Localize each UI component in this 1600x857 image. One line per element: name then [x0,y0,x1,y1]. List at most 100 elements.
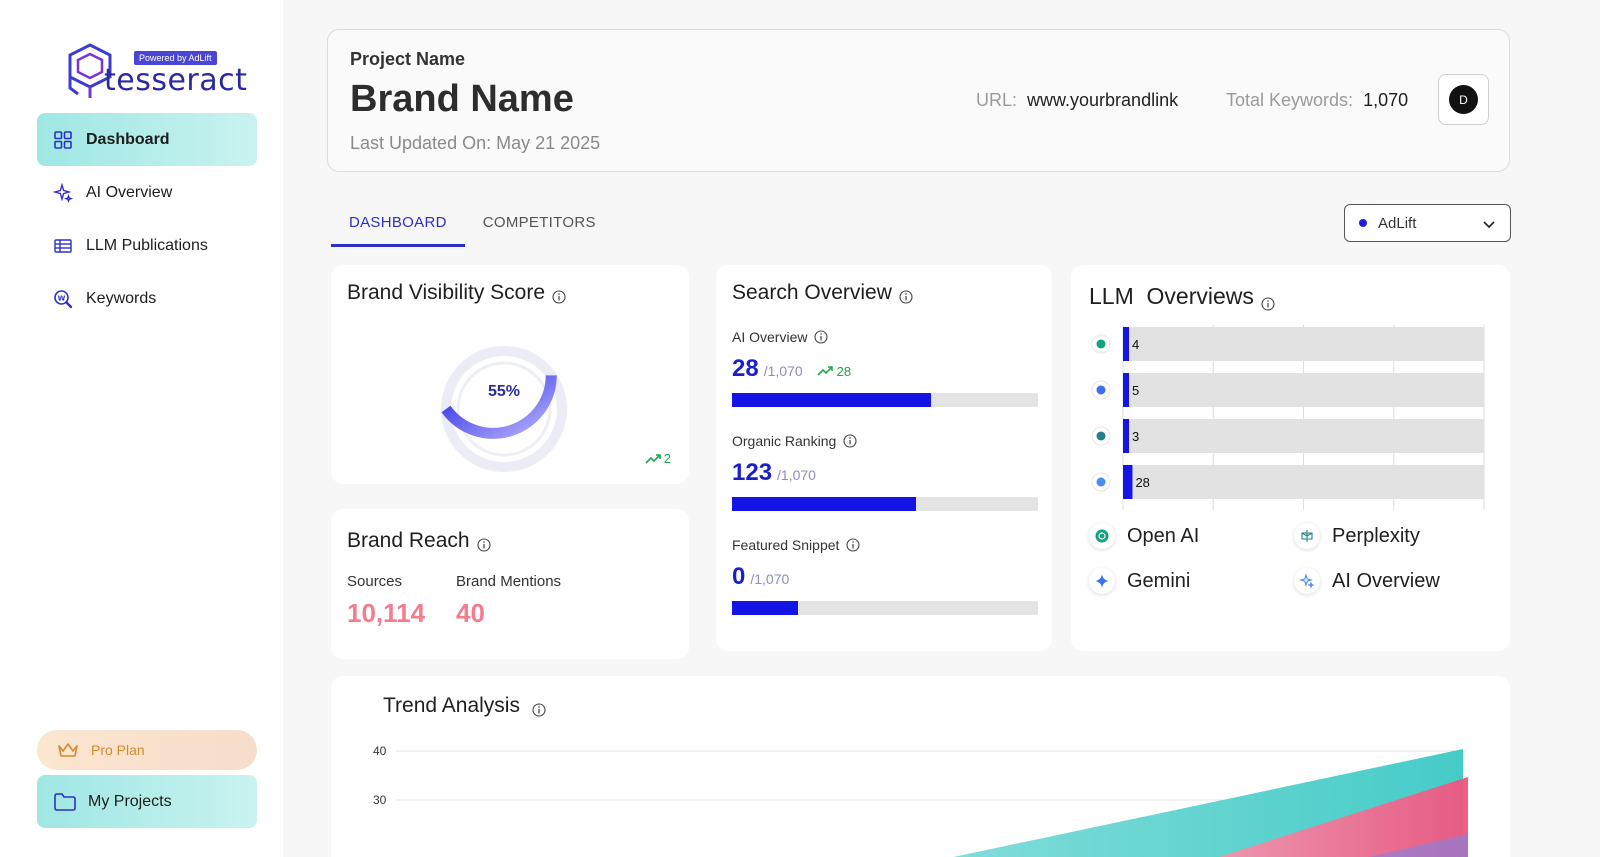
pro-plan-label: Pro Plan [91,742,145,758]
my-projects-button[interactable]: My Projects [37,775,257,828]
total-keywords-label: Total Keywords: [1226,90,1354,110]
mentions-label: Brand Mentions [456,573,562,590]
sidebar-item-dashboard[interactable]: Dashboard [37,113,257,166]
metric-organic-ranking: Organic Ranking 123 /1,070 [732,433,1038,511]
legend-perplexity[interactable]: Perplexity [1294,523,1420,549]
metric-label: Featured Snippet [732,537,1038,553]
mentions-stat: Brand Mentions 40 [456,573,561,629]
trend-analysis-title-text: Trend Analysis [383,694,520,717]
total-keywords-info: Total Keywords: 1,070 [1226,90,1408,111]
info-icon[interactable] [843,434,857,448]
metric-label-text: Organic Ranking [732,433,837,449]
url-info: URL: www.yourbrandlink [976,90,1178,111]
mentions-value: 40 [456,598,485,628]
user-menu-button[interactable]: D [1438,74,1489,125]
project-header-card: Project Name Brand Name Last Updated On:… [327,29,1510,172]
legend-label: Gemini [1127,569,1191,592]
sidebar: Powered by AdLift tesseract Dashboard AI… [0,0,283,857]
my-projects-label: My Projects [88,792,172,810]
metric-value-row: 0 /1,070 [732,563,1038,591]
project-label: Project Name [350,49,466,69]
info-icon[interactable] [814,330,829,344]
url-label: URL: [976,90,1018,110]
crown-icon [58,743,78,757]
sidebar-item-llm-publications[interactable]: LLM Publications [37,219,257,272]
tesseract-cube-icon [68,43,112,98]
legend-open-ai[interactable]: Open AI [1089,523,1199,549]
info-icon[interactable] [846,538,860,552]
bar-gemini[interactable] [1123,373,1129,407]
info-icon[interactable] [532,699,546,717]
metric-featured-snippet: Featured Snippet 0 /1,070 [732,537,1038,615]
brand-color-dot [1359,219,1367,227]
visibility-arc [441,375,557,439]
magnifier-w-icon: W [53,289,73,309]
search-overview-title-text: Search Overview [732,281,892,304]
brand-select[interactable]: AdLift [1344,204,1511,242]
metric-ai-overview: AI Overview 28 /1,070 28 [732,329,1038,407]
metric-progress-bar [732,601,1038,615]
metric-progress-bar [732,497,1038,511]
bar-ai-overview[interactable] [1123,465,1133,499]
gemini-icon [1089,568,1115,594]
brand-visibility-title: Brand Visibility Score [347,281,566,305]
metric-label-text: Featured Snippet [732,537,840,553]
bar-value-label: 4 [1132,337,1139,352]
info-icon[interactable] [1261,290,1275,311]
metric-value: 0 [732,563,746,590]
y-tick-label: 40 [373,746,387,758]
bar-open-ai[interactable] [1123,327,1129,361]
bar-track [1123,327,1484,361]
bar-category-icon-dot [1096,477,1106,487]
legend-label: Open AI [1127,524,1200,547]
sources-label: Sources [347,573,403,590]
total-keywords-value: 1,070 [1363,90,1409,110]
legend-label: AI Overview [1332,569,1440,592]
legend-gemini[interactable]: Gemini [1089,568,1190,594]
metric-total: /1,070 [763,363,803,379]
brand-reach-card: Brand Reach Sources 10,114 Brand Mention… [331,509,689,659]
bar-category-icon-dot [1096,339,1106,349]
sidebar-item-keywords[interactable]: W Keywords [37,272,257,325]
metric-total: /1,070 [750,571,790,587]
brand-select-value: AdLift [1378,214,1417,232]
brand-visibility-title-text: Brand Visibility Score [347,281,546,304]
metric-progress-bar [732,393,1038,407]
dashboard-tabs: DASHBOARD COMPETITORS [331,205,614,247]
url-value[interactable]: www.yourbrandlink [1027,90,1179,110]
openai-icon [1089,523,1115,549]
grid-icon [53,130,73,150]
visibility-gauge [441,346,567,472]
metric-label-text: AI Overview [732,329,808,345]
ai-overview-icon [1294,568,1320,594]
search-overview-title: Search Overview [732,281,913,305]
legend-label: Perplexity [1332,524,1420,547]
sidebar-item-label: Keywords [86,289,157,307]
bar-perplexity[interactable] [1123,419,1129,453]
legend-ai-overview[interactable]: AI Overview [1294,568,1440,594]
tab-competitors[interactable]: COMPETITORS [482,214,596,231]
info-icon[interactable] [899,286,913,304]
sidebar-item-ai-overview[interactable]: AI Overview [37,166,257,219]
metric-label: AI Overview [732,329,1038,345]
visibility-trend: 2 [645,451,671,466]
folder-icon [54,792,76,811]
llm-overviews-title: LLM Overviews [1089,283,1275,311]
tab-dashboard[interactable]: DASHBOARD [331,205,465,247]
pro-plan-button[interactable]: Pro Plan [37,730,257,770]
llm-overviews-card: LLM Overviews 4 5 3 28 Open AI Perplexity G… [1071,265,1510,651]
metric-trend-value: 28 [836,363,852,379]
metric-value: 28 [732,355,759,382]
info-icon[interactable] [477,534,491,552]
sidebar-item-label: Dashboard [86,130,170,148]
info-icon[interactable] [552,286,566,304]
sources-value: 10,114 [347,598,426,628]
search-overview-card: Search Overview AI Overview 28 /1,070 28… [716,265,1052,651]
bar-category-icon-dot [1096,431,1106,441]
brand-reach-title: Brand Reach [347,529,491,553]
brand-reach-title-text: Brand Reach [347,529,470,552]
llm-bar-chart: 4 5 3 28 [1091,325,1485,510]
sparkle-icon [53,182,73,203]
tesseract-logo[interactable]: Powered by AdLift tesseract [64,40,247,102]
metric-value-row: 123 /1,070 [732,459,1038,487]
